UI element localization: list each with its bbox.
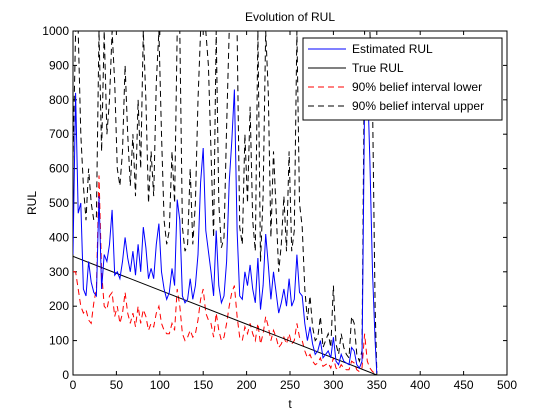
y-tick-label: 200 [49,299,69,313]
y-tick-label: 900 [49,58,69,72]
y-tick-label: 600 [49,162,69,176]
x-tick-label: 250 [280,378,300,392]
x-tick-label: 100 [150,378,170,392]
legend-label-2: 90% belief interval lower [352,80,482,94]
axis-ticks: 0 50 100 150 200 250 300 350 400 450 500 0 100 200 300… [42,24,517,392]
x-axis-label: t [288,397,292,411]
y-tick-label: 0 [62,368,69,382]
y-tick-label: 400 [49,230,69,244]
legend-label-0: Estimated RUL [352,42,433,56]
x-tick-label: 350 [367,378,387,392]
x-tick-label: 0 [70,378,77,392]
series-line-3 [73,31,378,372]
series-layer [73,31,378,375]
legend-box [302,37,503,121]
y-tick-label: 1000 [42,24,69,38]
y-tick-label: 800 [49,93,69,107]
y-tick-label: 700 [49,127,69,141]
legend-label-3: 90% belief interval upper [352,99,484,113]
series-line-1 [73,255,377,375]
legend: Estimated RUL True RUL 90% belief interval… [302,37,503,121]
x-tick-label: 500 [497,378,517,392]
x-tick-label: 200 [237,378,257,392]
x-tick-label: 300 [323,378,343,392]
series-line-0 [73,72,378,374]
x-tick-label: 400 [410,378,430,392]
x-tick-label: 50 [110,378,124,392]
chart-title: Evolution of RUL [245,10,335,24]
x-tick-label: 450 [454,378,474,392]
y-tick-label: 500 [49,196,69,210]
legend-label-1: True RUL [352,61,404,75]
y-tick-label: 300 [49,265,69,279]
y-axis-label: RUL [25,191,39,215]
y-tick-label: 100 [49,334,69,348]
x-tick-label: 150 [193,378,213,392]
